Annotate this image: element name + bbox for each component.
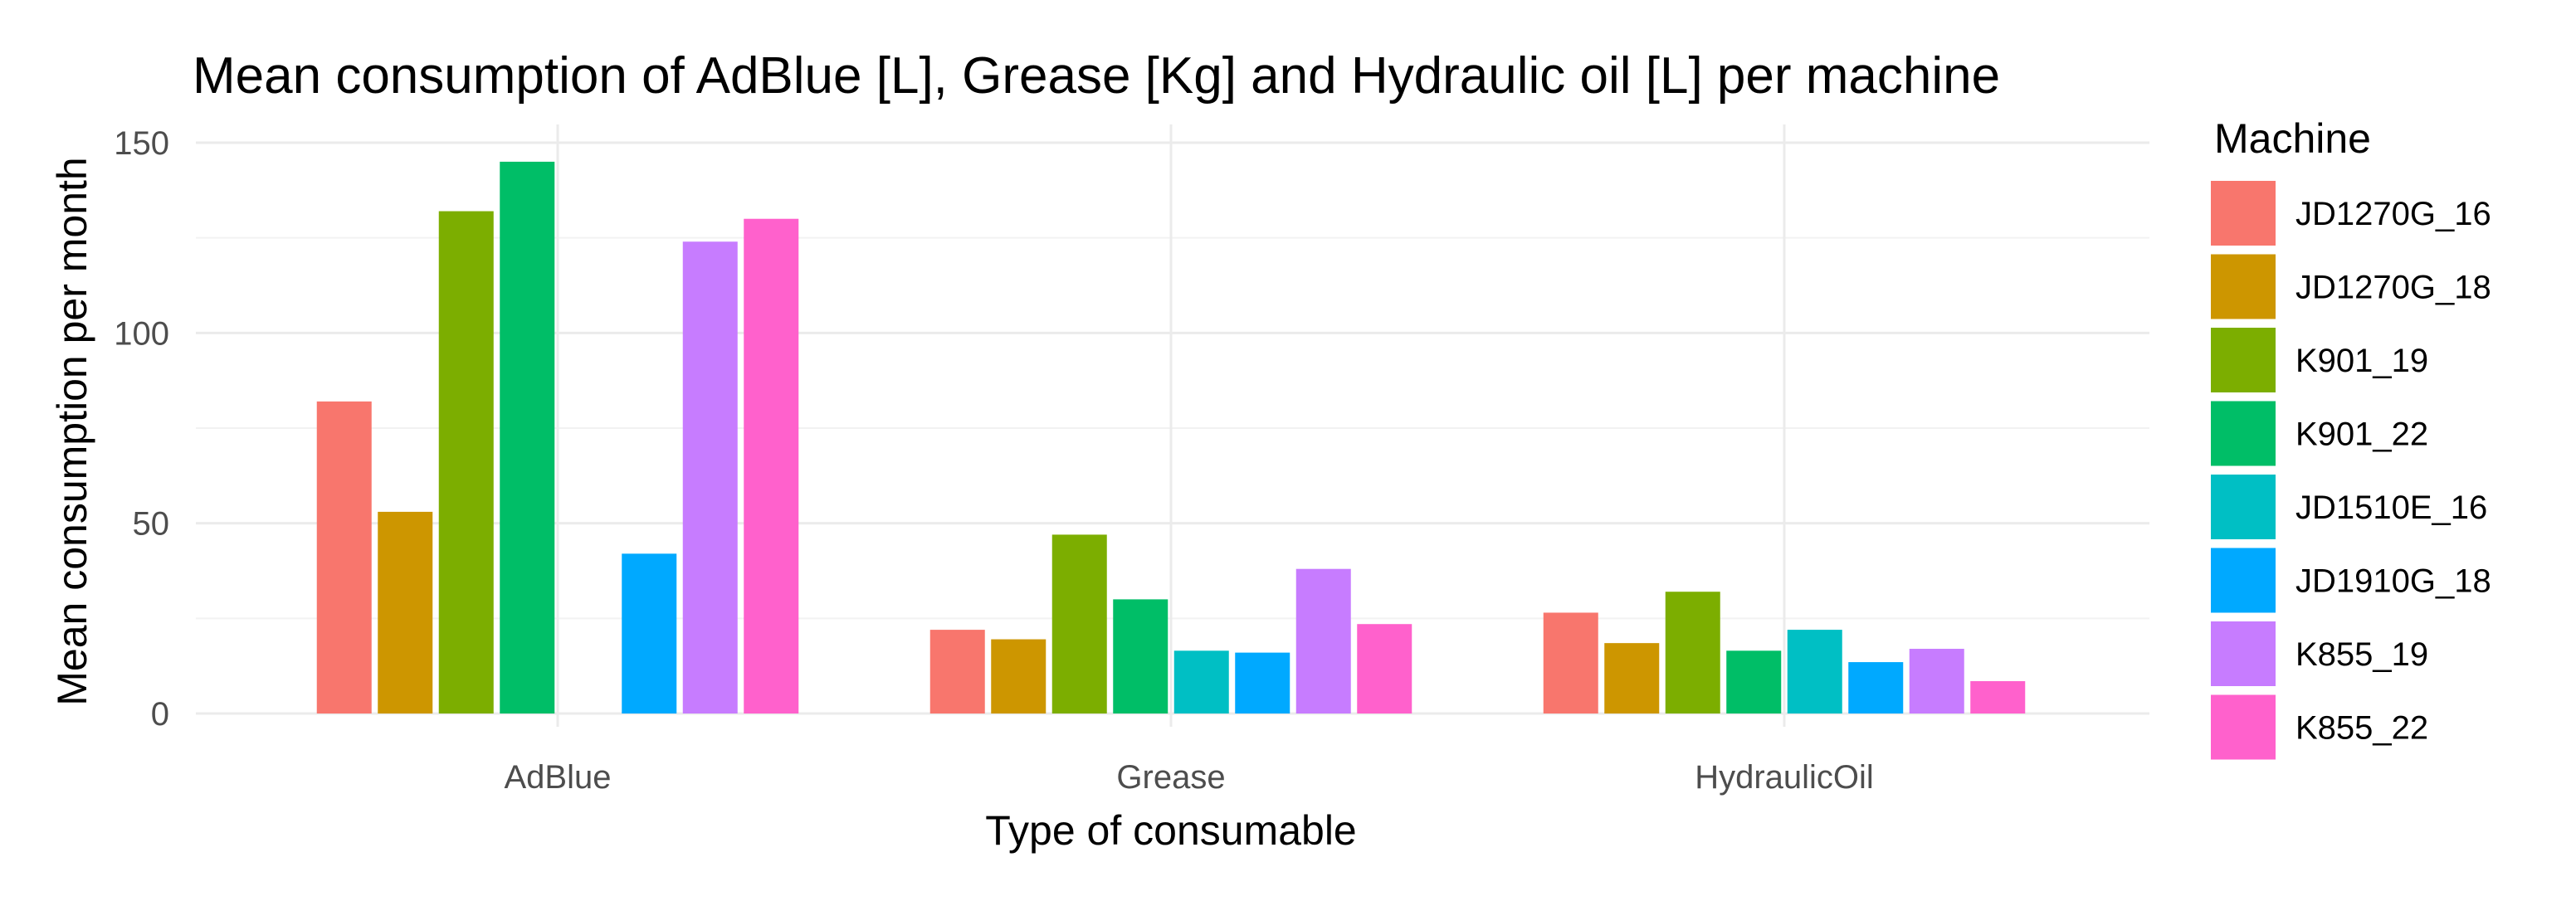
legend-key — [2211, 181, 2276, 246]
bar — [1787, 630, 1842, 713]
bar — [500, 161, 555, 713]
legend-key — [2211, 548, 2276, 613]
bar — [1357, 624, 1412, 713]
legend-key — [2211, 328, 2276, 392]
bar — [1726, 650, 1782, 713]
bar — [1295, 568, 1351, 713]
bar — [929, 630, 985, 713]
legend-label: JD1510E_16 — [2295, 489, 2487, 526]
legend-key — [2211, 401, 2276, 466]
bar — [1970, 681, 2026, 713]
legend-key — [2211, 694, 2276, 760]
bar — [438, 211, 494, 713]
bar — [1235, 652, 1290, 713]
bar — [744, 218, 799, 713]
legend-key — [2211, 475, 2276, 539]
y-tick-label: 0 — [151, 696, 169, 733]
legend-key — [2211, 621, 2276, 686]
bar — [1543, 612, 1598, 713]
x-tick-label: Grease — [1116, 759, 1225, 796]
legend-label: K855_19 — [2295, 636, 2428, 673]
legend-key — [2211, 254, 2276, 319]
bars — [316, 161, 2026, 714]
bar — [991, 639, 1046, 713]
y-axis-ticks: 0 50 100 150 — [114, 125, 169, 733]
x-axis-ticks: AdBlue Grease HydraulicOil — [505, 759, 1874, 796]
legend-items: JD1270G_16 JD1270G_18 K901_19 K901_22 JD1510… — [2211, 181, 2491, 760]
legend-label: K901_22 — [2295, 416, 2428, 453]
bar — [1665, 592, 1720, 713]
legend-label: JD1910G_18 — [2295, 563, 2491, 600]
legend: Machine JD1270G_16 JD1270G_18 K901_19 K901_… — [2211, 115, 2491, 760]
y-tick-label: 150 — [114, 125, 169, 162]
bar — [682, 241, 738, 714]
bar — [378, 511, 433, 713]
bar — [1604, 643, 1660, 713]
chart-title: Mean consumption of AdBlue [L], Grease [… — [193, 47, 2000, 105]
y-tick-label: 50 — [133, 506, 170, 543]
x-tick-label: HydraulicOil — [1695, 759, 1874, 796]
x-axis-title: Type of consumable — [985, 807, 1357, 854]
x-tick-label: AdBlue — [505, 759, 612, 796]
legend-title: Machine — [2214, 115, 2371, 162]
legend-label: K855_22 — [2295, 710, 2428, 747]
bar — [1113, 599, 1168, 713]
y-axis-title: Mean consumption per month — [49, 157, 95, 705]
bar — [1848, 662, 1904, 713]
bar — [622, 553, 677, 713]
bar — [1051, 534, 1107, 713]
bar — [1173, 650, 1229, 713]
legend-label: JD1270G_18 — [2295, 270, 2491, 306]
bar — [1909, 649, 1964, 713]
legend-label: K901_19 — [2295, 343, 2428, 379]
legend-label: JD1270G_16 — [2295, 196, 2491, 232]
bar — [316, 401, 372, 713]
y-tick-label: 100 — [114, 315, 169, 352]
